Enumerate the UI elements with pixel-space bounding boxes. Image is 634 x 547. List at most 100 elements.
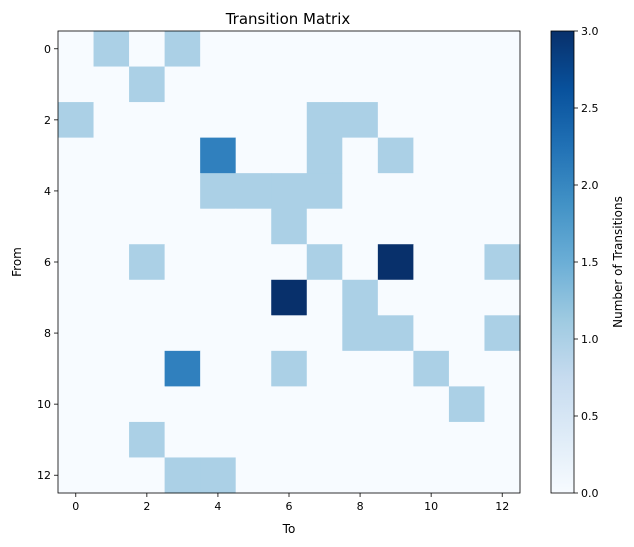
heatmap-cell: [377, 173, 414, 210]
heatmap-cell: [484, 66, 521, 103]
heatmap-cell: [235, 386, 272, 423]
heatmap-cell: [377, 244, 414, 281]
heatmap-cell: [129, 350, 166, 387]
colorbar-tick-label: 2.5: [581, 102, 599, 115]
heatmap-cell: [58, 279, 94, 316]
heatmap-cell: [448, 315, 485, 352]
x-tick-label: 2: [143, 500, 150, 513]
heatmap-cell: [58, 421, 94, 458]
heatmap-cell: [342, 137, 379, 174]
heatmap-cell: [93, 457, 130, 494]
heatmap-cell: [484, 421, 521, 458]
heatmap-cell: [413, 244, 450, 281]
heatmap-cell: [164, 315, 201, 352]
heatmap-cell: [93, 350, 130, 387]
heatmap-cell: [413, 457, 450, 494]
heatmap-cell: [413, 173, 450, 210]
heatmap-cell: [58, 173, 94, 210]
heatmap-cell: [342, 102, 379, 139]
heatmap-cell: [377, 350, 414, 387]
heatmap-cell: [377, 457, 414, 494]
heatmap-cell: [271, 173, 308, 210]
heatmap-cell: [271, 66, 308, 103]
heatmap-cell: [129, 244, 166, 281]
heatmap-cell: [484, 386, 521, 423]
heatmap-cell: [377, 66, 414, 103]
heatmap-cell: [484, 350, 521, 387]
heatmap-cells: [58, 31, 521, 494]
heatmap-cell: [129, 137, 166, 174]
heatmap-cell: [342, 350, 379, 387]
heatmap-cell: [306, 31, 343, 67]
heatmap-cell: [484, 173, 521, 210]
heatmap-cell: [484, 137, 521, 174]
heatmap-cell: [413, 66, 450, 103]
y-tick-label: 10: [37, 398, 51, 411]
heatmap-cell: [129, 208, 166, 245]
heatmap-cell: [164, 244, 201, 281]
heatmap-cell: [484, 102, 521, 139]
heatmap-cell: [448, 31, 485, 67]
heatmap-cell: [235, 421, 272, 458]
heatmap-cell: [377, 386, 414, 423]
heatmap-cell: [200, 102, 237, 139]
heatmap-cell: [235, 66, 272, 103]
heatmap-cell: [58, 386, 94, 423]
heatmap-cell: [58, 457, 94, 494]
heatmap-cell: [342, 31, 379, 67]
y-tick-label: 8: [44, 327, 51, 340]
heatmap-cell: [271, 137, 308, 174]
x-tick-label: 4: [214, 500, 221, 513]
heatmap-cell: [129, 421, 166, 458]
heatmap-cell: [448, 350, 485, 387]
heatmap-cell: [129, 386, 166, 423]
heatmap-cell: [271, 279, 308, 316]
heatmap-cell: [129, 457, 166, 494]
heatmap-cell: [93, 137, 130, 174]
heatmap-cell: [484, 457, 521, 494]
x-tick-label: 10: [424, 500, 438, 513]
heatmap-cell: [93, 173, 130, 210]
heatmap-cell: [93, 66, 130, 103]
y-axis-label: From: [10, 247, 24, 277]
heatmap-cell: [235, 315, 272, 352]
heatmap-cell: [413, 31, 450, 67]
heatmap-cell: [235, 208, 272, 245]
heatmap-cell: [164, 421, 201, 458]
heatmap-cell: [164, 457, 201, 494]
heatmap-cell: [306, 315, 343, 352]
colorbar-ticks: 0.0 0.5 1.0 1.5 2.0 2.5 3.0: [574, 25, 599, 500]
heatmap-cell: [93, 102, 130, 139]
heatmap-cell: [484, 244, 521, 281]
heatmap-cell: [342, 66, 379, 103]
heatmap-cell: [235, 244, 272, 281]
y-tick-label: 2: [44, 114, 51, 127]
heatmap-cell: [235, 173, 272, 210]
y-tick-label: 4: [44, 185, 51, 198]
heatmap-cell: [200, 279, 237, 316]
heatmap-cell: [129, 279, 166, 316]
heatmap-cell: [377, 31, 414, 67]
colorbar-tick-label: 0.5: [581, 410, 599, 423]
heatmap-cell: [342, 421, 379, 458]
heatmap-cell: [306, 386, 343, 423]
heatmap-cell: [342, 244, 379, 281]
chart-title: Transition Matrix: [225, 10, 351, 28]
heatmap-cell: [129, 31, 166, 67]
heatmap-cell: [58, 208, 94, 245]
heatmap-cell: [58, 102, 94, 139]
heatmap-cell: [342, 279, 379, 316]
heatmap-cell: [448, 457, 485, 494]
heatmap-cell: [413, 350, 450, 387]
heatmap-cell: [271, 315, 308, 352]
heatmap-cell: [129, 315, 166, 352]
heatmap-cell: [306, 350, 343, 387]
heatmap-cell: [164, 137, 201, 174]
heatmap-cell: [164, 350, 201, 387]
heatmap-cell: [306, 137, 343, 174]
heatmap-cell: [58, 137, 94, 174]
heatmap-cell: [413, 386, 450, 423]
heatmap-cell: [200, 421, 237, 458]
heatmap-cell: [200, 31, 237, 67]
heatmap-cell: [413, 315, 450, 352]
